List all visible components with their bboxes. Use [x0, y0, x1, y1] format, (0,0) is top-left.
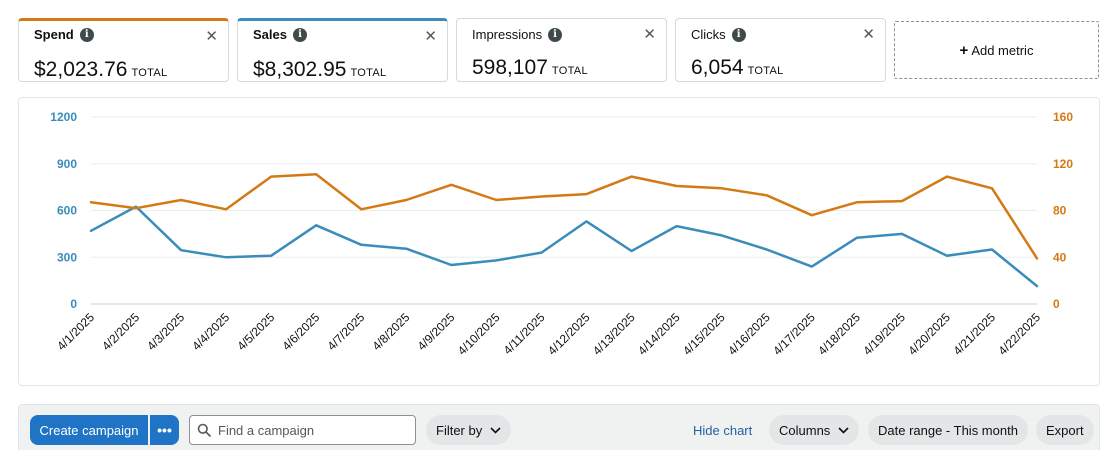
metric-unit: TOTAL [131, 67, 168, 79]
x-axis-tick-label: 4/10/2025 [455, 310, 503, 358]
x-axis-tick-label: 4/20/2025 [905, 310, 953, 358]
info-icon[interactable]: i [79, 27, 94, 42]
right-axis-tick-label: 0 [1053, 297, 1060, 311]
x-axis-tick-label: 4/4/2025 [189, 310, 232, 353]
x-axis-tick-label: 4/17/2025 [770, 310, 818, 358]
create-campaign-button[interactable]: Create campaign [30, 415, 148, 445]
metric-card-clicks[interactable]: Clicks i ✕ 6,054 TOTAL [675, 18, 886, 82]
info-icon[interactable]: i [548, 27, 563, 42]
x-axis-tick-label: 4/1/2025 [54, 310, 97, 353]
metric-value: 598,107 TOTAL [472, 56, 588, 80]
metric-amount: $8,302.95 [253, 58, 347, 81]
series-line-right [89, 173, 1039, 260]
x-axis-tick-label: 4/2/2025 [99, 310, 142, 353]
x-axis-tick-label: 4/16/2025 [725, 310, 773, 358]
metric-unit: TOTAL [747, 65, 784, 77]
right-axis-tick-label: 120 [1053, 157, 1073, 171]
add-metric-button[interactable]: + Add metric [894, 21, 1099, 79]
metric-card-impressions[interactable]: Impressions i ✕ 598,107 TOTAL [456, 18, 667, 82]
info-icon[interactable]: i [292, 27, 307, 42]
series-line-left [89, 205, 1039, 288]
x-axis-tick-label: 4/8/2025 [370, 310, 413, 353]
filter-by-label: Filter by [436, 422, 483, 438]
right-axis-tick-label: 40 [1053, 250, 1067, 264]
metric-label: Spend [34, 27, 74, 42]
chevron-down-icon [490, 426, 501, 434]
metric-name: Spend i [34, 27, 94, 42]
campaign-toolbar: Create campaign ••• Filter by Hide chart… [18, 404, 1100, 450]
left-axis-tick-label: 0 [70, 297, 77, 311]
left-axis-tick-label: 1200 [50, 110, 77, 124]
metric-value: $2,023.76 TOTAL [34, 58, 167, 82]
metric-unit: TOTAL [551, 65, 588, 77]
metric-card-spend[interactable]: Spend i ✕ $2,023.76 TOTAL [18, 18, 229, 82]
metric-amount: 598,107 [472, 56, 548, 79]
export-button[interactable]: Export [1036, 415, 1094, 445]
metric-value: 6,054 TOTAL [691, 56, 784, 80]
metric-card-sales[interactable]: Sales i ✕ $8,302.95 TOTAL [237, 18, 448, 82]
export-label: Export [1046, 422, 1084, 438]
close-icon[interactable]: ✕ [424, 28, 437, 45]
x-axis-tick-label: 4/12/2025 [545, 310, 593, 358]
x-axis-tick-label: 4/3/2025 [144, 310, 187, 353]
plus-icon: + [959, 41, 969, 59]
x-axis-tick-label: 4/6/2025 [279, 310, 322, 353]
x-axis-tick-label: 4/9/2025 [415, 310, 458, 353]
hide-chart-link[interactable]: Hide chart [693, 423, 753, 438]
metric-name: Impressions i [472, 27, 563, 42]
chevron-down-icon [838, 426, 849, 434]
date-range-button[interactable]: Date range - This month [868, 415, 1028, 445]
metric-label: Impressions [472, 27, 543, 42]
search-input[interactable] [218, 422, 408, 438]
performance-chart: 0 0 300 40 600 80 900 120 1200 160 4/1/2025 4/2/202… [18, 97, 1100, 386]
right-axis-tick-label: 160 [1053, 110, 1073, 124]
more-options-button[interactable]: ••• [150, 415, 179, 445]
right-axis-tick-label: 80 [1053, 204, 1067, 218]
metric-unit: TOTAL [350, 67, 387, 79]
left-axis-tick-label: 300 [57, 250, 77, 264]
metric-name: Sales i [253, 27, 307, 42]
x-axis-tick-label: 4/14/2025 [635, 310, 683, 358]
x-axis-tick-label: 4/7/2025 [324, 310, 367, 353]
x-axis-tick-label: 4/18/2025 [815, 310, 863, 358]
x-axis-tick-label: 4/13/2025 [590, 310, 638, 358]
x-axis-tick-label: 4/15/2025 [680, 310, 728, 358]
metric-value: $8,302.95 TOTAL [253, 58, 386, 82]
close-icon[interactable]: ✕ [862, 26, 875, 43]
left-axis-tick-label: 900 [57, 157, 77, 171]
metric-amount: $2,023.76 [34, 58, 128, 81]
info-icon[interactable]: i [731, 27, 746, 42]
search-icon [190, 423, 218, 437]
x-axis-tick-label: 4/22/2025 [995, 310, 1043, 358]
metric-label: Sales [253, 27, 287, 42]
columns-button[interactable]: Columns [769, 415, 860, 445]
x-axis-tick-label: 4/5/2025 [234, 310, 277, 353]
metric-cards: Spend i ✕ $2,023.76 TOTAL Sales i ✕ $8,302.… [18, 18, 1100, 82]
columns-label: Columns [779, 422, 831, 438]
x-axis-tick-label: 4/19/2025 [860, 310, 908, 358]
search-box [189, 415, 416, 445]
metric-label: Clicks [691, 27, 726, 42]
metric-name: Clicks i [691, 27, 746, 42]
add-metric-label: Add metric [971, 42, 1034, 58]
left-axis-tick-label: 600 [57, 204, 77, 218]
x-axis-tick-label: 4/21/2025 [950, 310, 998, 358]
filter-by-button[interactable]: Filter by [426, 415, 512, 445]
line-chart: 0 0 300 40 600 80 900 120 1200 160 4/1/2025 4/2/202… [50, 110, 1073, 358]
date-range-label: Date range - This month [878, 422, 1018, 438]
close-icon[interactable]: ✕ [643, 26, 656, 43]
close-icon[interactable]: ✕ [205, 28, 218, 45]
x-axis-tick-label: 4/11/2025 [501, 310, 548, 357]
metric-amount: 6,054 [691, 56, 744, 79]
